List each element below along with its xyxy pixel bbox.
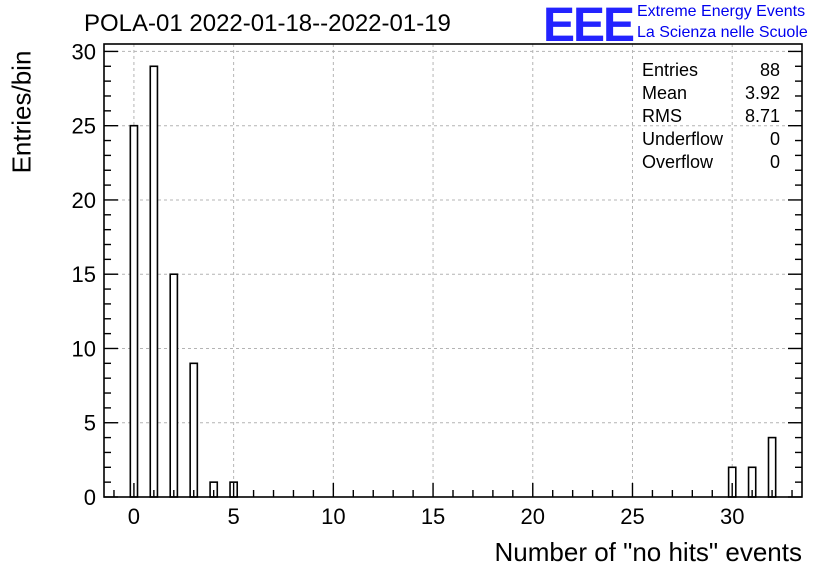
x-tick-label: 25 (620, 504, 644, 529)
stats-value: 0 (769, 152, 780, 172)
stats-label: Mean (642, 83, 688, 103)
x-tick-label: 30 (720, 504, 744, 529)
x-tick-label: 5 (228, 504, 240, 529)
y-tick-label: 5 (84, 411, 96, 436)
stats-box: Entries 88 Mean 3.92 RMS 8.71 Underflow … (642, 59, 780, 174)
histogram-bar (169, 273, 179, 498)
stats-value: 3.92 (744, 83, 780, 103)
stats-row-overflow: Overflow 0 (642, 151, 780, 174)
x-tick-label: 10 (321, 504, 345, 529)
histogram-bar (149, 65, 159, 498)
x-axis-label: Number of "no hits" events (494, 537, 803, 567)
stats-label: Overflow (642, 152, 714, 172)
stats-value: 8.71 (744, 106, 780, 126)
stats-label: RMS (642, 106, 682, 126)
y-tick-label: 20 (72, 188, 96, 213)
y-tick-label: 10 (72, 336, 96, 361)
stats-value: 88 (759, 60, 780, 80)
stats-label: Entries (642, 60, 699, 80)
logo-line-1: Extreme Energy Events (637, 3, 806, 20)
x-tick-label: 15 (421, 504, 445, 529)
stats-row-entries: Entries 88 (642, 59, 780, 82)
eee-logo: EEE (543, 0, 635, 52)
y-tick-label: 25 (72, 114, 96, 139)
y-tick-label: 0 (84, 485, 96, 510)
stats-label: Underflow (642, 129, 724, 149)
stats-row-underflow: Underflow 0 (642, 128, 780, 151)
histogram-bar (767, 436, 777, 498)
chart-title: POLA-01 2022-01-18--2022-01-19 (84, 10, 451, 37)
stats-value: 0 (769, 129, 780, 149)
y-tick-label: 15 (72, 262, 96, 287)
x-tick-label: 0 (128, 504, 140, 529)
y-axis-label: Entries/bin (6, 50, 37, 174)
x-tick-label: 20 (521, 504, 545, 529)
histogram-bar (129, 124, 139, 498)
y-tick-label: 30 (72, 39, 96, 64)
logo-line-2: La Scienza nelle Scuole (637, 24, 808, 41)
stats-row-rms: RMS 8.71 (642, 105, 780, 128)
stats-row-mean: Mean 3.92 (642, 82, 780, 105)
histogram-bar (189, 362, 199, 498)
